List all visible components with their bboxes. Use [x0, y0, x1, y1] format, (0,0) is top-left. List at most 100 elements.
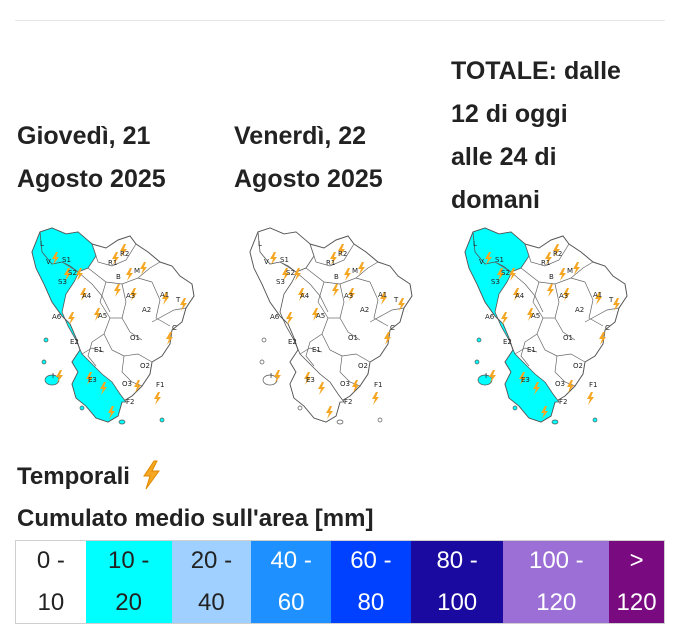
day2-title: Venerdì, 22 Agosto 2025 [234, 115, 434, 201]
lightning-bolt-icon [294, 268, 301, 281]
zone-label: B [334, 273, 339, 281]
lightning-bolt-icon [567, 380, 574, 393]
zone-border [570, 261, 594, 279]
zone-label: L [258, 240, 262, 248]
lightning-bolt-icon [513, 288, 520, 301]
lightning-bolt-icon [312, 308, 319, 321]
lightning-bolt-icon [326, 406, 333, 419]
zone-border [355, 261, 379, 279]
zone-label: E2 [288, 338, 297, 346]
lightning-bolt-icon [86, 372, 93, 385]
island [79, 405, 85, 411]
thunderstorm-text: Temporali [17, 463, 130, 490]
zone-label: S1 [495, 256, 504, 264]
lightning-bolt-icon [94, 308, 101, 321]
legend-cell: 40 - 60 [251, 541, 332, 623]
zone-label: O1 [563, 334, 573, 342]
legend-range-start: 10 - [107, 547, 150, 574]
zone-label: E2 [70, 338, 79, 346]
zone-border [137, 261, 161, 279]
rain-legend-title: Cumulato medio sull'area [mm] [17, 505, 374, 532]
lightning-bolt-icon [68, 312, 75, 325]
lightning-bolt-icon [563, 288, 570, 301]
zone-label: T [608, 296, 614, 304]
legend-cell: 10 - 20 [85, 541, 172, 623]
lightning-bolt-icon [330, 252, 337, 265]
zone-label: I [485, 372, 487, 380]
legend-range-end: 120 [536, 589, 577, 616]
island [336, 419, 344, 425]
lightning-bolt-icon [352, 380, 359, 393]
zone-label: O1 [130, 334, 140, 342]
lightning-bolt-icon [162, 292, 169, 305]
zone-border [514, 347, 538, 355]
lightning-bolt-icon [380, 292, 387, 305]
lightning-bolt-icon [485, 252, 492, 265]
zone-label: R1 [541, 259, 550, 267]
legend-cell: 0 - 10 [16, 541, 86, 623]
legend-range-end: 10 [37, 589, 65, 616]
total-title-line1: TOTALE: dalle [451, 57, 621, 85]
lightning-bolt-icon [573, 262, 580, 275]
zone-label: E3 [306, 376, 315, 384]
legend-range-start: 20 - [190, 547, 233, 574]
lightning-bolt-icon [348, 288, 355, 301]
zone-label: E1 [527, 346, 536, 354]
zone-label: A3 [344, 292, 353, 300]
lightning-bolt-icon [100, 382, 107, 395]
lightning-bolt-icon [120, 244, 127, 257]
lightning-bolt-icon [304, 372, 311, 385]
lightning-bolt-icon [533, 382, 540, 395]
zone-label: S3 [491, 278, 500, 286]
zone-label: V [46, 258, 51, 266]
lightning-bolt-icon [595, 292, 602, 305]
zone-label: F2 [344, 398, 352, 406]
lightning-bolt-icon [52, 252, 59, 265]
total-title-line4: domani [451, 186, 540, 214]
lightning-bolt-icon [587, 392, 594, 405]
island [261, 337, 267, 343]
island [592, 417, 598, 423]
zone-label: A1 [593, 291, 602, 299]
total-title-line3: alle 24 di [451, 143, 557, 171]
legend-range-end: 100 [437, 589, 478, 616]
zone-label: L [473, 240, 477, 248]
lightning-bolt-icon [274, 370, 281, 383]
zone-label: A5 [531, 312, 540, 320]
day1-title-line1: Giovedì, 21 [17, 122, 151, 150]
zone-label: F2 [559, 398, 567, 406]
lightning-bolt-icon [166, 332, 173, 345]
zone-border [91, 243, 137, 267]
zone-label: I [270, 372, 272, 380]
island [551, 419, 559, 425]
lightning-bolt-icon [358, 262, 365, 275]
zone-label: A1 [378, 291, 387, 299]
day1-title-line2: Agosto 2025 [17, 165, 166, 193]
island [41, 359, 47, 365]
legend-range-start: 40 - [270, 547, 312, 574]
lightning-bolt-icon [372, 392, 379, 405]
zone-border [151, 281, 171, 327]
zone-label: O2 [140, 362, 150, 370]
legend-cell: >120 [609, 541, 664, 623]
zone-label: S2 [501, 269, 510, 277]
zone-label: M [352, 267, 358, 275]
coastal-alert-area [464, 227, 560, 423]
thunderstorm-label: Temporali [17, 460, 163, 491]
lightning-bolt-icon [338, 244, 345, 257]
legend-range-start: 0 - [36, 547, 65, 574]
lightning-bolt-icon [134, 380, 141, 393]
zone-label: A2 [575, 306, 584, 314]
zone-label: F2 [126, 398, 134, 406]
lightning-bolt-icon [298, 288, 305, 301]
lightning-bolt-icon [112, 252, 119, 265]
legend-range-end: 80 [357, 589, 385, 616]
zone-label: O3 [340, 380, 350, 388]
zone-label: O3 [122, 380, 132, 388]
